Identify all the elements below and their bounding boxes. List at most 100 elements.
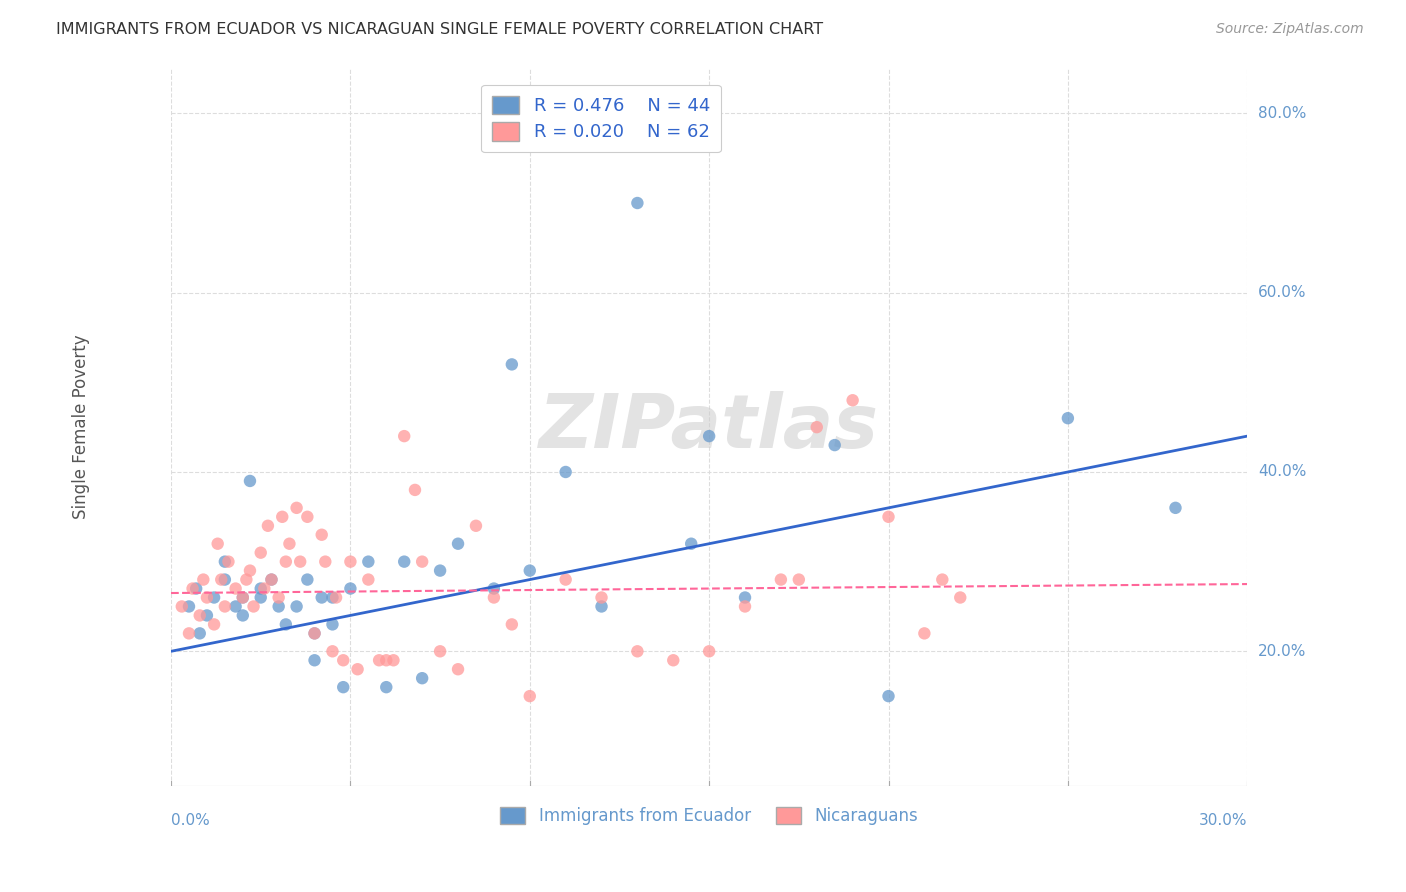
Point	[181, 582, 204, 596]
Point	[304, 626, 326, 640]
Point	[297, 573, 319, 587]
Text: 20.0%: 20.0%	[1258, 644, 1306, 659]
Point	[235, 573, 257, 587]
Point	[382, 653, 405, 667]
Point	[278, 537, 301, 551]
Point	[806, 420, 828, 434]
Point	[519, 564, 541, 578]
Point	[357, 573, 380, 587]
Text: IMMIGRANTS FROM ECUADOR VS NICARAGUAN SINGLE FEMALE POVERTY CORRELATION CHART: IMMIGRANTS FROM ECUADOR VS NICARAGUAN SI…	[56, 22, 824, 37]
Point	[482, 582, 505, 596]
Point	[195, 608, 218, 623]
Point	[188, 626, 211, 640]
Point	[697, 644, 720, 658]
Point	[1164, 500, 1187, 515]
Point	[519, 689, 541, 703]
Text: 60.0%: 60.0%	[1258, 285, 1306, 301]
Point	[429, 644, 451, 658]
Point	[249, 582, 271, 596]
Text: 30.0%: 30.0%	[1199, 813, 1247, 828]
Point	[912, 626, 935, 640]
Point	[285, 500, 308, 515]
Text: 0.0%: 0.0%	[172, 813, 209, 828]
Point	[290, 555, 312, 569]
Point	[239, 474, 262, 488]
Point	[321, 591, 343, 605]
Point	[411, 555, 433, 569]
Point	[332, 680, 354, 694]
Point	[734, 599, 756, 614]
Point	[271, 509, 294, 524]
Point	[357, 555, 380, 569]
Point	[177, 626, 200, 640]
Point	[193, 573, 215, 587]
Legend: Immigrants from Ecuador, Nicaraguans: Immigrants from Ecuador, Nicaraguans	[491, 797, 928, 835]
Point	[375, 653, 398, 667]
Point	[188, 608, 211, 623]
Point	[591, 591, 613, 605]
Point	[501, 617, 523, 632]
Point	[554, 573, 576, 587]
Point	[207, 537, 229, 551]
Point	[325, 591, 347, 605]
Point	[321, 644, 343, 658]
Point	[304, 653, 326, 667]
Point	[314, 555, 336, 569]
Point	[554, 465, 576, 479]
Point	[267, 599, 290, 614]
Point	[214, 599, 236, 614]
Text: 40.0%: 40.0%	[1258, 465, 1306, 480]
Point	[681, 537, 703, 551]
Point	[304, 626, 326, 640]
Point	[225, 582, 247, 596]
Point	[257, 518, 280, 533]
Point	[311, 527, 333, 541]
Point	[274, 617, 297, 632]
Text: 80.0%: 80.0%	[1258, 106, 1306, 120]
Point	[626, 196, 648, 211]
Text: Single Female Poverty: Single Female Poverty	[72, 334, 90, 519]
Point	[447, 662, 470, 676]
Point	[662, 653, 685, 667]
Point	[249, 591, 271, 605]
Point	[260, 573, 283, 587]
Point	[232, 591, 254, 605]
Point	[375, 680, 398, 694]
Point	[769, 573, 792, 587]
Point	[346, 662, 368, 676]
Point	[249, 546, 271, 560]
Point	[232, 608, 254, 623]
Point	[195, 591, 218, 605]
Point	[214, 555, 236, 569]
Point	[217, 555, 239, 569]
Point	[787, 573, 810, 587]
Point	[949, 591, 972, 605]
Point	[824, 438, 846, 452]
Point	[447, 537, 470, 551]
Point	[311, 591, 333, 605]
Point	[321, 617, 343, 632]
Point	[877, 509, 900, 524]
Point	[1057, 411, 1080, 425]
Point	[186, 582, 208, 596]
Point	[232, 591, 254, 605]
Point	[339, 555, 361, 569]
Point	[260, 573, 283, 587]
Point	[214, 573, 236, 587]
Point	[267, 591, 290, 605]
Point	[339, 582, 361, 596]
Point	[239, 564, 262, 578]
Text: Source: ZipAtlas.com: Source: ZipAtlas.com	[1216, 22, 1364, 37]
Point	[841, 393, 863, 408]
Point	[297, 509, 319, 524]
Point	[465, 518, 488, 533]
Point	[392, 555, 415, 569]
Point	[697, 429, 720, 443]
Text: ZIPatlas: ZIPatlas	[538, 391, 879, 464]
Point	[253, 582, 276, 596]
Point	[202, 617, 225, 632]
Point	[225, 599, 247, 614]
Point	[429, 564, 451, 578]
Point	[202, 591, 225, 605]
Point	[285, 599, 308, 614]
